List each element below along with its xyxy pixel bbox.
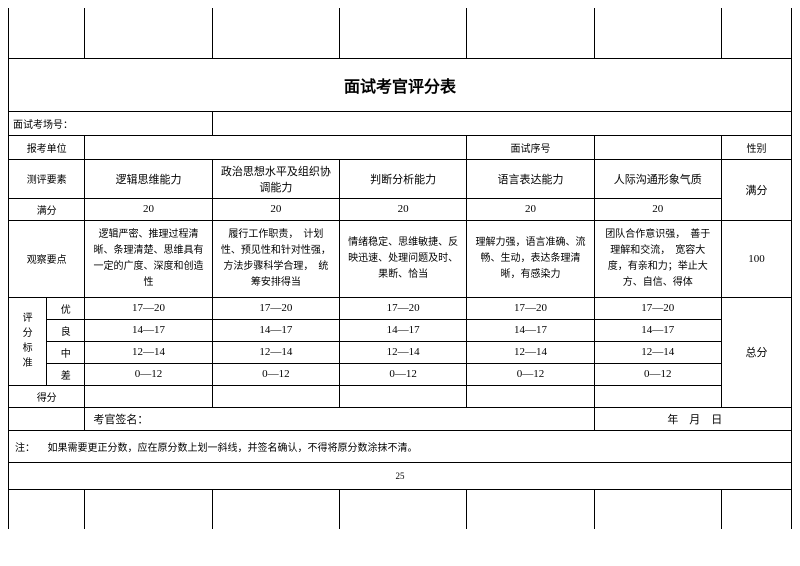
r-1-0: 17—20 [212, 297, 339, 319]
signature-date[interactable]: 年 月 日 [594, 407, 791, 430]
r-3-2: 12—14 [467, 341, 594, 363]
col-name-0: 逻辑思维能力 [85, 159, 212, 198]
criteria-label: 测评要素 [9, 159, 85, 198]
score-0[interactable] [85, 385, 212, 407]
desc-4: 团队合作意识强， 善于理解和交流， 宽容大度，有亲和力；举止大方、自信、得体 [594, 220, 721, 297]
full-3: 20 [467, 198, 594, 220]
r-4-0: 17—20 [594, 297, 721, 319]
r-1-1: 14—17 [212, 319, 339, 341]
grade-you: 优 [47, 297, 85, 319]
desc-3: 理解力强，语言准确、流畅、生动，表达条理清晰，有感染力 [467, 220, 594, 297]
r-0-2: 12—14 [85, 341, 212, 363]
full-4: 20 [594, 198, 721, 220]
r-1-2: 12—14 [212, 341, 339, 363]
full-2: 20 [340, 198, 467, 220]
score-2[interactable] [340, 385, 467, 407]
grade-zhong: 中 [47, 341, 85, 363]
r-3-0: 17—20 [467, 297, 594, 319]
r-4-3: 0—12 [594, 363, 721, 385]
score-4[interactable] [594, 385, 721, 407]
col-name-4: 人际沟通形象气质 [594, 159, 721, 198]
col-name-1: 政治思想水平及组织协调能力 [212, 159, 339, 198]
total-label: 总分 [721, 297, 791, 407]
r-3-1: 14—17 [467, 319, 594, 341]
signature-label[interactable]: 考官签名： [85, 407, 594, 430]
col-name-2: 判断分析能力 [340, 159, 467, 198]
room-label: 面试考场号： [9, 111, 213, 135]
col-name-3: 语言表达能力 [467, 159, 594, 198]
r-0-1: 14—17 [85, 319, 212, 341]
r-0-0: 17—20 [85, 297, 212, 319]
desc-0: 逻辑严密、推理过程清晰、条理清楚、思维具有一定的广度、深度和创造性 [85, 220, 212, 297]
r-1-3: 0—12 [212, 363, 339, 385]
r-2-0: 17—20 [340, 297, 467, 319]
header-row-2: 报考单位 面试序号 性别 [9, 135, 792, 159]
score-1[interactable] [212, 385, 339, 407]
desc-1: 履行工作职责， 计划性、预见性和针对性强，方法步骤科学合理， 统筹安排得当 [212, 220, 339, 297]
note: 注： 如果需要更正分数，应在原分数上划一斜线，并签名确认，不得将原分数涂抹不清。 [9, 430, 792, 462]
score-label: 得分 [9, 385, 85, 407]
r-4-2: 12—14 [594, 341, 721, 363]
score-table: 面试考官评分表 面试考场号： 报考单位 面试序号 性别 测评要素 逻辑思维能力 … [8, 8, 792, 529]
unit-label: 报考单位 [9, 135, 85, 159]
observe-label: 观察要点 [9, 220, 85, 297]
top-spacer [9, 8, 792, 58]
r-2-2: 12—14 [340, 341, 467, 363]
bottom-spacer [9, 489, 792, 529]
gender-label: 性别 [721, 135, 791, 159]
r-3-3: 0—12 [467, 363, 594, 385]
total-full-value: 100 [721, 220, 791, 297]
r-2-1: 14—17 [340, 319, 467, 341]
seq-label: 面试序号 [467, 135, 594, 159]
r-0-3: 0—12 [85, 363, 212, 385]
page-title: 面试考官评分表 [9, 58, 792, 111]
grade-liang: 良 [47, 319, 85, 341]
grade-cha: 差 [47, 363, 85, 385]
score-3[interactable] [467, 385, 594, 407]
std-label: 评分标准 [9, 297, 47, 385]
full-0: 20 [85, 198, 212, 220]
header-row-1: 面试考场号： [9, 111, 792, 135]
r-4-1: 14—17 [594, 319, 721, 341]
full-label: 满分 [9, 198, 85, 220]
desc-2: 情绪稳定、思维敏捷、反映迅速、处理问题及时、果断、恰当 [340, 220, 467, 297]
full-1: 20 [212, 198, 339, 220]
total-full-label: 满分 [721, 159, 791, 220]
page-number: 25 [9, 462, 792, 489]
r-2-3: 0—12 [340, 363, 467, 385]
